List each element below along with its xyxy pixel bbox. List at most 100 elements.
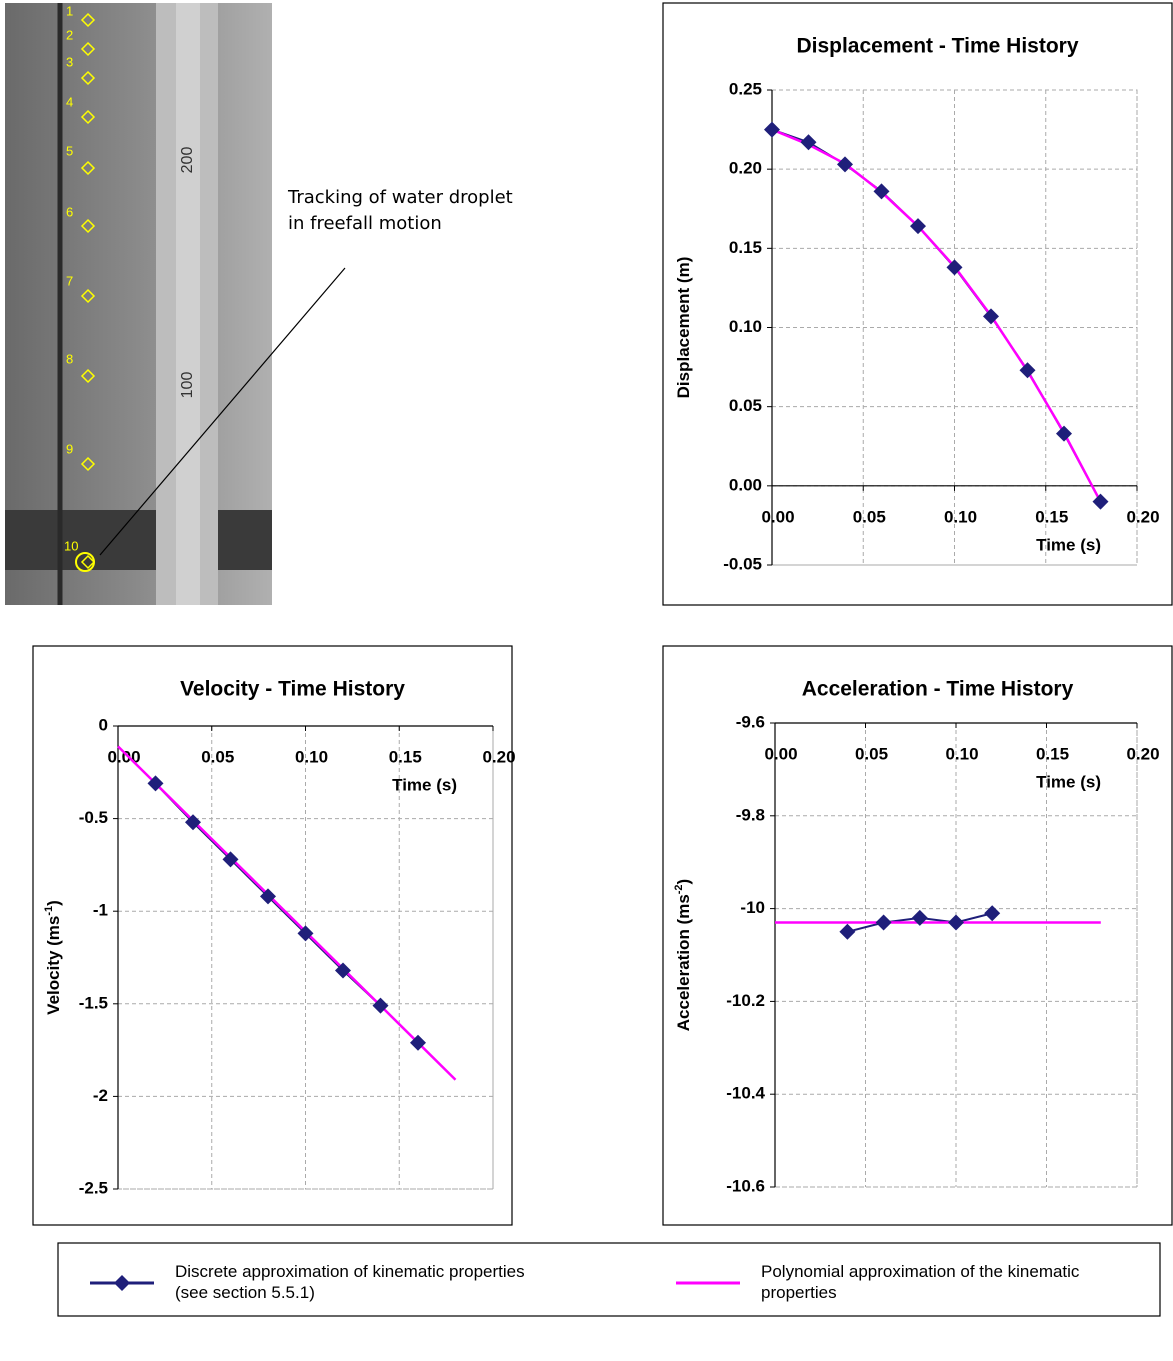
point-label: 9 (66, 441, 73, 456)
tracking-marker (80, 109, 96, 125)
y-tick-label: 0.05 (729, 396, 762, 415)
y-tick-label: -1.5 (79, 993, 108, 1012)
y-tick-label: 0.20 (729, 159, 762, 178)
data-marker (222, 851, 239, 868)
x-tick-label: 0.00 (761, 507, 794, 526)
y-tick-label: -2.5 (79, 1178, 108, 1197)
y-axis-title-superscript: -1 (43, 906, 55, 916)
data-marker (875, 914, 892, 931)
y-tick-label: -10.6 (726, 1176, 765, 1195)
chart-title: Velocity - Time History (180, 678, 405, 701)
y-axis-title: Acceleration (ms-2) (673, 879, 694, 1031)
data-marker (983, 308, 999, 325)
data-marker (147, 775, 164, 792)
x-tick-label: 0.00 (764, 744, 797, 763)
y-tick-label: -1 (93, 901, 108, 920)
data-marker (764, 121, 780, 138)
data-marker (910, 218, 926, 235)
y-axis-title: Velocity (ms-1) (43, 900, 64, 1015)
point-label: 7 (66, 273, 73, 288)
data-marker (297, 925, 314, 942)
x-tick-label: 0.10 (945, 744, 978, 763)
data-marker (911, 909, 928, 926)
data-marker (873, 183, 890, 200)
y-tick-label: 0.10 (729, 317, 762, 336)
x-axis-title: Time (s) (1036, 535, 1101, 554)
data-marker (948, 914, 964, 931)
x-tick-label: 0.20 (1126, 507, 1159, 526)
chart-title: Acceleration - Time History (802, 678, 1074, 701)
y-axis-title-text: Acceleration (ms (674, 894, 693, 1031)
y-tick-label: -2 (93, 1086, 108, 1105)
point-label: 6 (66, 204, 73, 219)
x-tick-label: 0.05 (853, 507, 886, 526)
y-tick-label: -10.4 (726, 1084, 765, 1103)
point-label: 3 (66, 54, 73, 69)
x-tick-label: 0.20 (1126, 744, 1159, 763)
x-axis-title: Time (s) (392, 775, 457, 794)
photo-background (5, 3, 272, 605)
photo-pipe (5, 510, 272, 570)
photo (5, 3, 346, 605)
photo-ruler-scale (176, 3, 200, 605)
data-marker (984, 905, 1001, 922)
chart-title: Displacement - Time History (796, 35, 1078, 58)
legend-label: Discrete approximation of kinematic prop… (175, 1262, 525, 1302)
y-tick-label: -9.6 (736, 712, 765, 731)
data-marker (1092, 493, 1109, 510)
y-tick-label: 0.00 (729, 475, 762, 494)
x-axis-title: Time (s) (1036, 772, 1101, 791)
point-label: 2 (66, 27, 73, 42)
data-marker (839, 923, 856, 940)
tracking-marker (80, 554, 96, 570)
data-marker (335, 962, 351, 979)
y-tick-label: -10 (740, 898, 765, 917)
tracking-marker (80, 41, 96, 57)
point-label: 5 (66, 143, 73, 158)
y-tick-label: -10.2 (726, 991, 765, 1010)
tracking-marker (80, 456, 96, 472)
tracking-marker (80, 12, 96, 28)
y-axis-title-text: Velocity (ms (44, 916, 63, 1015)
legend-box (57, 1242, 1161, 1317)
data-marker (800, 134, 817, 151)
chart-frame (32, 645, 513, 1226)
x-tick-label: 0.15 (1036, 744, 1069, 763)
chart-frame (662, 645, 1173, 1226)
x-tick-label: 0.05 (855, 744, 888, 763)
point-label: 1 (66, 3, 73, 18)
series-line (117, 745, 457, 1081)
x-tick-label: 0.10 (944, 507, 977, 526)
y-tick-label: -0.05 (723, 554, 762, 573)
tracking-marker (80, 70, 96, 86)
y-tick-label: 0 (99, 715, 108, 734)
tracking-marker (80, 160, 96, 176)
y-axis-title: Displacement (m) (674, 257, 693, 399)
data-marker (260, 888, 276, 905)
tracking-marker (80, 288, 96, 304)
x-tick-label: 0.15 (1035, 507, 1068, 526)
point-label: 4 (66, 94, 73, 109)
chart-frame (662, 2, 1173, 606)
x-tick-label: 0.10 (295, 747, 328, 766)
x-tick-label: 0.20 (482, 747, 515, 766)
data-marker (185, 814, 201, 831)
y-tick-label: 0.15 (729, 238, 762, 257)
tracking-marker (80, 368, 96, 384)
y-axis-title-suffix: ) (674, 879, 693, 885)
tracking-marker (80, 218, 96, 234)
series-line (771, 128, 1102, 503)
y-axis-title-text: Displacement (m) (674, 257, 693, 399)
data-marker (837, 156, 853, 173)
y-tick-label: -9.8 (736, 805, 765, 824)
point-label: 8 (66, 351, 73, 366)
x-tick-label: 0.05 (201, 747, 234, 766)
point-label: 10 (64, 538, 78, 553)
ruler-label: 100 (179, 372, 196, 399)
y-axis-title-suffix: ) (44, 900, 63, 906)
x-tick-label: 0.15 (389, 747, 422, 766)
y-axis-title-superscript: -2 (673, 884, 685, 894)
leader-line (99, 267, 346, 556)
ruler-label: 200 (179, 147, 196, 174)
